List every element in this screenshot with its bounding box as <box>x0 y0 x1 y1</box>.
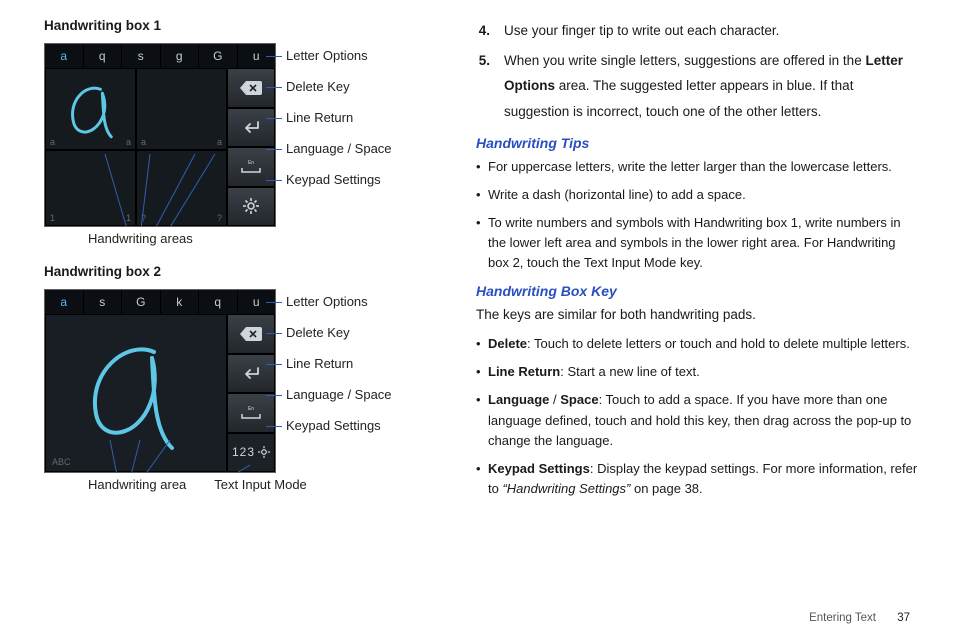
delete-key[interactable] <box>227 314 275 354</box>
step-text: Use your finger tip to write out each ch… <box>504 18 918 44</box>
text-input-mode-key[interactable]: 123 <box>227 433 275 473</box>
tip-item: To write numbers and symbols with Handwr… <box>476 213 918 273</box>
figure-box1: a q s g G u a <box>44 43 454 227</box>
line-return-key[interactable] <box>227 108 275 148</box>
legend-keypad-settings: Keypad Settings <box>286 418 392 433</box>
return-icon <box>241 366 261 380</box>
letter-option[interactable]: a <box>45 44 84 68</box>
footer-section: Entering Text <box>809 612 876 624</box>
boxkey-item: Line Return: Start a new line of text. <box>476 362 918 382</box>
screenshot-box1: a q s g G u a <box>44 43 276 227</box>
letter-option[interactable]: q <box>84 44 123 68</box>
handwriting-area-single[interactable]: ABC <box>45 314 227 472</box>
letter-options-row: a s G k q u <box>45 290 275 314</box>
boxkey-intro: The keys are similar for both handwritin… <box>476 305 918 326</box>
legend-box1: Letter Options Delete Key Line Return La… <box>286 48 392 187</box>
language-space-key[interactable]: En <box>227 147 275 187</box>
step-number: 4. <box>476 18 490 44</box>
legend-line-return: Line Return <box>286 110 392 125</box>
letter-option[interactable]: s <box>84 290 123 314</box>
num-key-label: 123 <box>232 445 255 459</box>
handwriting-tips-heading: Handwriting Tips <box>476 135 918 151</box>
footer-page-number: 37 <box>897 612 910 624</box>
letter-option[interactable]: G <box>199 44 238 68</box>
svg-text:En: En <box>248 406 254 411</box>
letter-option[interactable]: s <box>122 44 161 68</box>
lang-icon: En <box>243 159 259 165</box>
gear-icon <box>243 198 259 214</box>
legend-letter-options: Letter Options <box>286 294 392 309</box>
legend-box2: Letter Options Delete Key Line Return La… <box>286 294 392 433</box>
handwriting-areas-label: Handwriting areas <box>88 231 454 246</box>
handwriting-pane-tl[interactable]: a a <box>45 68 136 150</box>
boxkey-item: Delete: Touch to delete letters or touch… <box>476 334 918 354</box>
legend-line-return: Line Return <box>286 356 392 371</box>
text-input-mode-label: Text Input Mode <box>214 477 307 492</box>
handwriting-box-key-heading: Handwriting Box Key <box>476 283 918 299</box>
gear-icon <box>258 446 270 458</box>
tip-item: Write a dash (horizontal line) to add a … <box>476 185 918 205</box>
boxkey-item: Language / Space: Touch to add a space. … <box>476 390 918 450</box>
handwriting-panes[interactable]: a a a a 1 1 <box>45 68 227 226</box>
legend-delete-key: Delete Key <box>286 325 392 340</box>
delete-key[interactable] <box>227 68 275 108</box>
legend-delete-key: Delete Key <box>286 79 392 94</box>
abc-label: ABC <box>52 457 71 467</box>
letter-option[interactable]: a <box>45 290 84 314</box>
legend-lang-space: Language / Space <box>286 387 392 402</box>
backspace-icon <box>240 327 262 341</box>
legend-keypad-settings: Keypad Settings <box>286 172 392 187</box>
figure-box2: a s G k q u ABC <box>44 289 454 473</box>
page-footer: Entering Text 37 <box>809 612 910 624</box>
boxkey-item: Keypad Settings: Display the keypad sett… <box>476 459 918 499</box>
step-4: 4. Use your finger tip to write out each… <box>476 18 918 44</box>
handwriting-pane-bl[interactable]: 1 1 <box>45 150 136 226</box>
screenshot-box2: a s G k q u ABC <box>44 289 276 473</box>
return-icon <box>241 120 261 134</box>
letter-option[interactable]: q <box>199 290 238 314</box>
space-icon <box>240 412 262 420</box>
handwriting-stroke-icon <box>46 69 135 149</box>
letter-option[interactable]: k <box>161 290 200 314</box>
lang-icon: En <box>243 405 259 411</box>
handwriting-pane-br[interactable]: ? ? <box>136 150 227 226</box>
letter-option[interactable]: g <box>161 44 200 68</box>
legend-letter-options: Letter Options <box>286 48 392 63</box>
keypad-settings-key[interactable] <box>227 187 275 227</box>
handwriting-stroke-icon <box>46 315 226 471</box>
letter-option[interactable]: G <box>122 290 161 314</box>
space-icon <box>240 166 262 174</box>
letter-options-row: a q s g G u <box>45 44 275 68</box>
step-5: 5. When you write single letters, sugges… <box>476 48 918 125</box>
box1-title: Handwriting box 1 <box>44 18 454 33</box>
tip-item: For uppercase letters, write the letter … <box>476 157 918 177</box>
handwriting-pane-tr[interactable]: a a <box>136 68 227 150</box>
svg-text:En: En <box>248 160 254 165</box>
line-return-key[interactable] <box>227 354 275 394</box>
language-space-key[interactable]: En <box>227 393 275 433</box>
backspace-icon <box>240 81 262 95</box>
box2-title: Handwriting box 2 <box>44 264 454 279</box>
step-number: 5. <box>476 48 490 125</box>
legend-lang-space: Language / Space <box>286 141 392 156</box>
handwriting-area-label: Handwriting area <box>88 477 186 492</box>
step-text: When you write single letters, suggestio… <box>504 48 918 125</box>
